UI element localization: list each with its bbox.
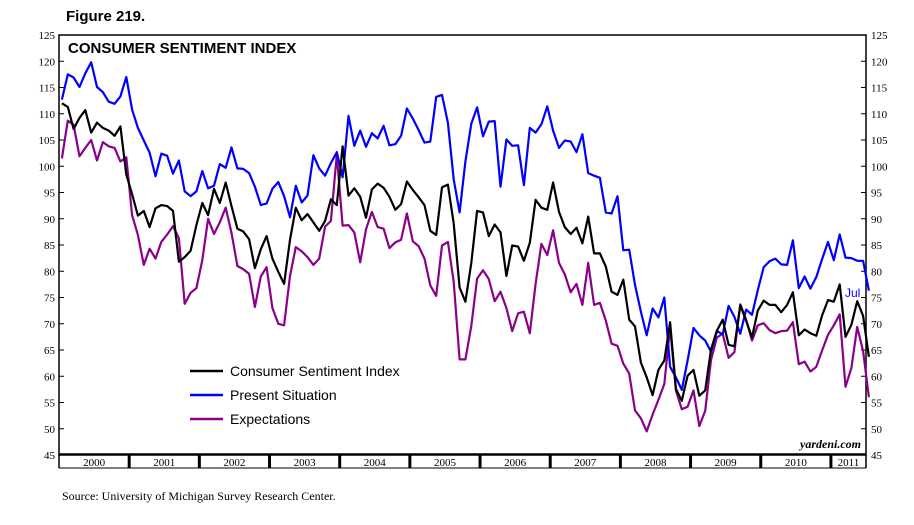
left-tick-label: 65 [44,345,56,357]
right-tick-label: 80 [871,266,883,278]
right-tick-label: 115 [871,83,888,95]
left-tick-label: 90 [44,214,56,226]
x-tick-label: 2001 [153,457,175,469]
end-label-jul: Jul [845,286,860,300]
x-tick-label: 2011 [838,457,860,469]
legend-label-present: Present Situation [230,387,337,403]
right-tick-label: 85 [871,240,883,252]
right-tick-label: 105 [871,135,888,147]
left-tick-label: 105 [39,135,56,147]
left-tick-label: 120 [39,56,56,68]
right-tick-label: 60 [871,371,883,383]
right-tick-label: 100 [871,161,888,173]
series-line-present [60,61,870,391]
right-tick-label: 75 [871,293,883,305]
credit: yardeni.com [798,437,861,451]
left-tick-label: 45 [44,450,56,462]
source-note: Source: University of Michigan Survey Re… [62,489,336,503]
x-tick-label: 2010 [785,457,808,469]
right-tick-label: 45 [871,450,883,462]
right-tick-label: 65 [871,345,883,357]
left-tick-label: 85 [44,240,56,252]
left-y-axis: 45 50 55 60 65 70 75 80 85 90 95 100 105 110 115 120 125 [39,30,64,462]
right-tick-label: 55 [871,398,883,410]
x-axis: 2000 2001 2002 2003 2004 2005 2006 2007 2008 2009… [58,453,867,469]
x-tick-label: 2006 [504,457,527,469]
right-tick-label: 125 [871,30,888,42]
right-tick-label: 50 [871,424,883,436]
left-tick-label: 60 [44,371,56,383]
figure-label: Figure 219. [66,8,146,25]
left-tick-label: 70 [44,319,56,331]
x-tick-label: 2008 [644,457,667,469]
right-tick-label: 120 [871,56,888,68]
legend-label-expectations: Expectations [230,411,310,427]
left-tick-label: 115 [39,83,56,95]
x-tick-label: 2003 [294,457,317,469]
right-y-axis: 45 50 55 60 65 70 75 80 85 90 95 100 105 110 115 120 125 [861,30,888,462]
legend: Consumer Sentiment Index Present Situati… [190,363,400,427]
legend-label-sentiment: Consumer Sentiment Index [230,363,400,379]
series-lines [60,61,870,433]
x-tick-label: 2005 [434,457,457,469]
series-line-sentiment [61,102,870,402]
left-tick-label: 100 [39,161,56,173]
left-tick-label: 50 [44,424,56,436]
series-line-expectations [60,119,870,433]
left-tick-label: 110 [39,109,56,121]
left-tick-label: 75 [44,293,56,305]
left-tick-label: 80 [44,266,56,278]
right-tick-label: 90 [871,214,883,226]
left-tick-label: 125 [39,30,56,42]
right-tick-label: 110 [871,109,888,121]
x-tick-label: 2004 [364,457,387,469]
x-tick-label: 2002 [223,457,245,469]
x-tick-label: 2000 [83,457,106,469]
x-tick-label: 2007 [574,457,597,469]
right-tick-label: 95 [871,188,883,200]
chart-title: CONSUMER SENTIMENT INDEX [68,40,296,57]
left-tick-label: 55 [44,398,56,410]
x-tick-label: 2009 [715,457,738,469]
left-tick-label: 95 [44,188,56,200]
right-tick-label: 70 [871,319,883,331]
